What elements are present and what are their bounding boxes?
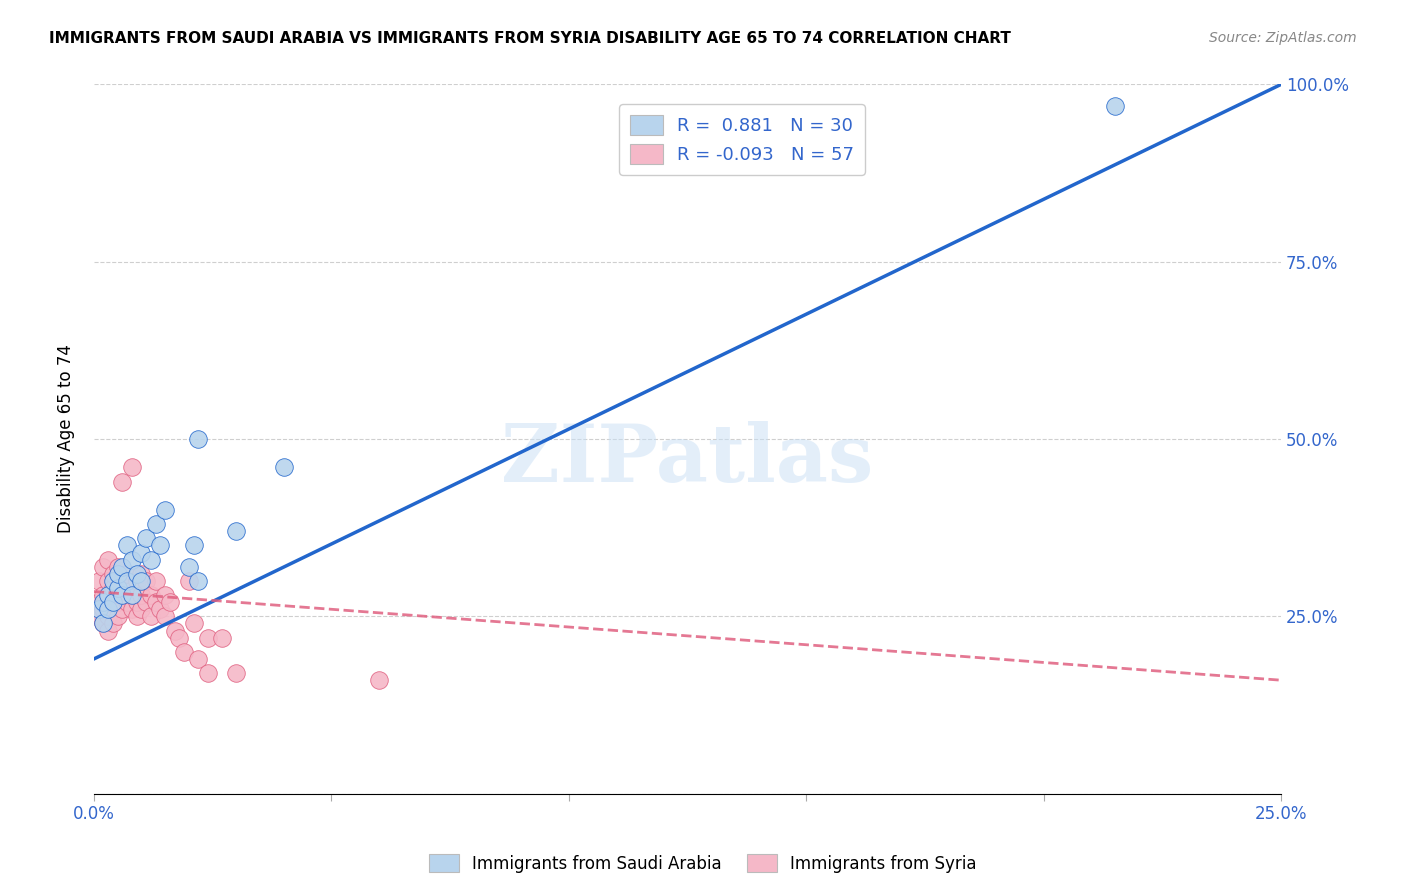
- Point: [183, 616, 205, 631]
- Point: [131, 566, 153, 581]
- Point: [87, 595, 110, 609]
- Point: [273, 460, 295, 475]
- Point: [97, 602, 120, 616]
- Text: IMMIGRANTS FROM SAUDI ARABIA VS IMMIGRANTS FROM SYRIA DISABILITY AGE 65 TO 74 CO: IMMIGRANTS FROM SAUDI ARABIA VS IMMIGRAN…: [49, 31, 1011, 46]
- Point: [125, 574, 148, 588]
- Point: [97, 595, 120, 609]
- Point: [153, 588, 176, 602]
- Point: [177, 574, 200, 588]
- Point: [187, 432, 209, 446]
- Point: [111, 602, 134, 616]
- Point: [93, 595, 115, 609]
- Point: [163, 624, 186, 638]
- Point: [131, 588, 153, 602]
- Point: [101, 581, 124, 595]
- Point: [107, 609, 129, 624]
- Point: [93, 559, 115, 574]
- Point: [135, 532, 157, 546]
- Point: [87, 609, 110, 624]
- Point: [225, 666, 247, 681]
- Point: [97, 609, 120, 624]
- Point: [225, 524, 247, 539]
- Point: [139, 588, 162, 602]
- Point: [97, 552, 120, 566]
- Point: [115, 566, 138, 581]
- Point: [153, 503, 176, 517]
- Text: Source: ZipAtlas.com: Source: ZipAtlas.com: [1209, 31, 1357, 45]
- Point: [101, 595, 124, 609]
- Point: [139, 552, 162, 566]
- Point: [367, 673, 389, 688]
- Point: [197, 666, 219, 681]
- Point: [149, 602, 172, 616]
- Point: [153, 609, 176, 624]
- Point: [93, 588, 115, 602]
- Point: [1104, 99, 1126, 113]
- Point: [101, 574, 124, 588]
- Point: [87, 602, 110, 616]
- Point: [115, 574, 138, 588]
- Point: [111, 588, 134, 602]
- Point: [93, 616, 115, 631]
- Point: [145, 517, 167, 532]
- Point: [93, 602, 115, 616]
- Point: [115, 595, 138, 609]
- Point: [173, 645, 195, 659]
- Point: [111, 588, 134, 602]
- Point: [121, 460, 143, 475]
- Point: [115, 581, 138, 595]
- Point: [111, 475, 134, 489]
- Legend: Immigrants from Saudi Arabia, Immigrants from Syria: Immigrants from Saudi Arabia, Immigrants…: [422, 847, 984, 880]
- Point: [87, 574, 110, 588]
- Point: [187, 652, 209, 666]
- Point: [149, 538, 172, 552]
- Point: [145, 595, 167, 609]
- Point: [125, 609, 148, 624]
- Point: [101, 595, 124, 609]
- Point: [107, 581, 129, 595]
- Point: [125, 566, 148, 581]
- Point: [159, 595, 181, 609]
- Point: [197, 631, 219, 645]
- Point: [97, 588, 120, 602]
- Point: [97, 574, 120, 588]
- Point: [121, 588, 143, 602]
- Point: [135, 574, 157, 588]
- Point: [177, 559, 200, 574]
- Point: [139, 609, 162, 624]
- Point: [93, 616, 115, 631]
- Point: [131, 602, 153, 616]
- Point: [211, 631, 233, 645]
- Point: [131, 574, 153, 588]
- Point: [111, 559, 134, 574]
- Point: [187, 574, 209, 588]
- Point: [107, 566, 129, 581]
- Point: [111, 574, 134, 588]
- Point: [131, 545, 153, 559]
- Point: [101, 616, 124, 631]
- Point: [145, 574, 167, 588]
- Point: [101, 566, 124, 581]
- Y-axis label: Disability Age 65 to 74: Disability Age 65 to 74: [58, 344, 75, 533]
- Point: [169, 631, 191, 645]
- Point: [121, 588, 143, 602]
- Point: [107, 559, 129, 574]
- Point: [97, 624, 120, 638]
- Point: [107, 595, 129, 609]
- Point: [107, 581, 129, 595]
- Legend: R =  0.881   N = 30, R = -0.093   N = 57: R = 0.881 N = 30, R = -0.093 N = 57: [619, 104, 865, 175]
- Point: [183, 538, 205, 552]
- Point: [135, 595, 157, 609]
- Point: [115, 538, 138, 552]
- Point: [125, 595, 148, 609]
- Point: [121, 552, 143, 566]
- Text: ZIPatlas: ZIPatlas: [502, 421, 873, 500]
- Point: [121, 602, 143, 616]
